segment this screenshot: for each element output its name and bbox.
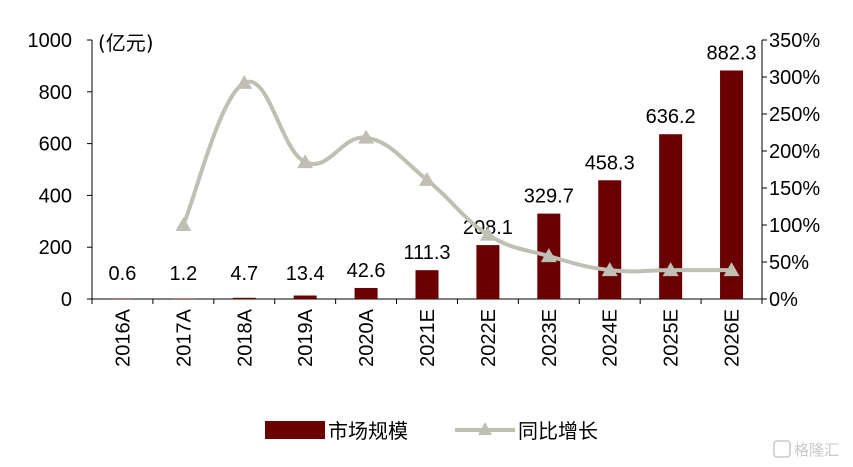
- bar-2021E: [415, 270, 439, 299]
- watermark-text: 格隆汇: [794, 441, 839, 459]
- y-left-tick-label: 800: [39, 82, 72, 104]
- y-right-tick-label: 350%: [769, 30, 820, 52]
- yoy-marker-2025E: [662, 262, 679, 277]
- y-left-tick-label: 0: [61, 289, 72, 311]
- x-tick-label: 2024E: [600, 309, 622, 367]
- y-left-unit: (亿元): [98, 31, 154, 55]
- y-right-tick-label: 250%: [769, 104, 820, 126]
- yoy-marker-2018A: [236, 74, 253, 89]
- y-right-tick-label: 300%: [769, 67, 820, 89]
- yoy-marker-2026E: [723, 262, 740, 277]
- watermark-logo-icon: [773, 440, 791, 458]
- bar-label-2024E: 458.3: [585, 152, 635, 174]
- x-tick-label: 2026E: [722, 309, 744, 367]
- bar-data-labels: 0.61.24.713.442.6111.3208.1329.7458.3636…: [109, 42, 757, 285]
- bar-label-2016A: 0.6: [109, 263, 137, 285]
- x-tick-label: 2022E: [478, 309, 500, 367]
- y-left-tick-label: 200: [39, 237, 72, 259]
- bar-label-2020A: 42.6: [347, 260, 386, 282]
- bar-label-2017A: 1.2: [169, 263, 197, 285]
- x-tick-label: 2020A: [356, 308, 378, 366]
- yoy-marker-2017A: [175, 217, 192, 231]
- bar-2022E: [476, 245, 500, 299]
- bar-label-2025E: 636.2: [646, 106, 696, 128]
- bar-2024E: [598, 180, 622, 299]
- y-left-tick-label: 600: [39, 134, 72, 156]
- legend-label-yoy-growth: 同比增长: [518, 419, 598, 443]
- bar-2019A: [293, 295, 317, 299]
- line-series-yoy-growth: [175, 74, 740, 277]
- x-axis: 2016A 2017A 2018A 2019A 2020A 2021E 2022E 2023E…: [91, 298, 763, 367]
- bar-2017A: [171, 298, 195, 300]
- bar-2018A: [232, 297, 256, 299]
- y-right-tick-label: 150%: [769, 178, 820, 200]
- x-tick-label: 2018A: [234, 308, 256, 366]
- x-tick-label: 2016A: [112, 308, 134, 366]
- y-left-tick-label: 1000: [28, 30, 73, 52]
- x-tick-label: 2023E: [539, 309, 561, 367]
- yoy-marker-2021E: [419, 171, 435, 186]
- bar-2026E: [720, 70, 744, 299]
- bar-label-2018A: 4.7: [230, 263, 258, 285]
- bar-label-2026E: 882.3: [707, 42, 757, 64]
- legend-swatch-yoy-marker: [478, 422, 492, 435]
- legend: 市场规模 同比增长: [265, 419, 598, 443]
- yoy-marker-2019A: [297, 154, 314, 169]
- yoy-marker-2022E: [479, 226, 496, 241]
- bar-label-2019A: 13.4: [286, 263, 325, 285]
- yoy-marker-2023E: [540, 248, 557, 263]
- bar-label-2023E: 329.7: [524, 186, 574, 208]
- y-right-axis: 0% 50% 100% 150% 200% 250% 300% 350%: [761, 30, 820, 311]
- x-tick-label: 2017A: [173, 308, 195, 366]
- y-left-axis: 0 200 400 600 800 1000: [28, 30, 93, 311]
- bar-2020A: [354, 287, 378, 299]
- bar-2025E: [659, 134, 683, 299]
- bar-series-market-size: [110, 70, 744, 300]
- bar-label-2021E: 111.3: [403, 242, 450, 264]
- x-tick-label: 2019A: [295, 308, 317, 366]
- y-right-tick-label: 0%: [769, 289, 798, 311]
- watermark: 格隆汇: [773, 440, 839, 459]
- legend-label-market-size: 市场规模: [328, 419, 408, 443]
- y-left-tick-label: 400: [39, 185, 72, 207]
- x-tick-label: 2025E: [661, 309, 683, 367]
- y-right-tick-label: 100%: [769, 215, 820, 237]
- bar-2016A: [110, 298, 134, 300]
- x-tick-label: 2021E: [417, 309, 439, 367]
- y-right-tick-label: 50%: [769, 252, 809, 274]
- y-right-tick-label: 200%: [769, 141, 820, 163]
- legend-swatch-market-size: [265, 421, 325, 439]
- yoy-marker-2024E: [601, 262, 618, 277]
- yoy-marker-2020A: [358, 129, 375, 144]
